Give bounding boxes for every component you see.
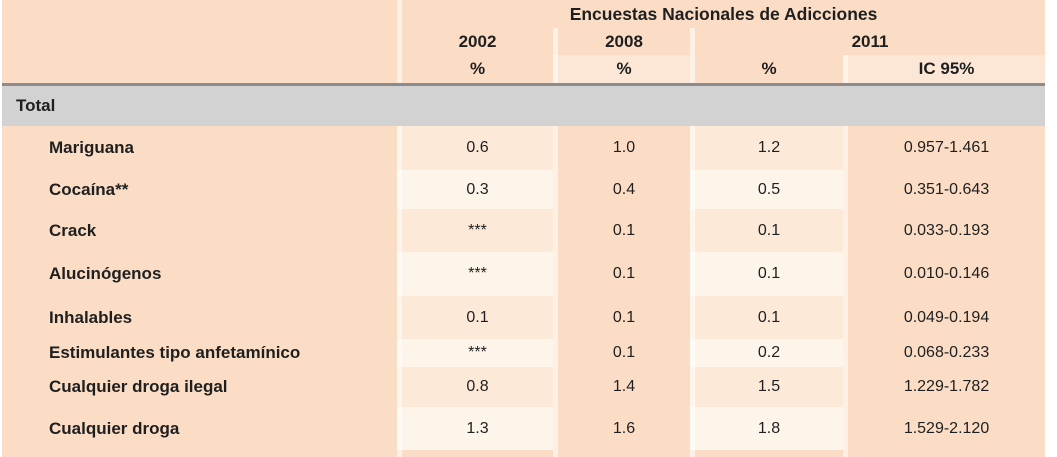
row-label: Estimulantes tipo anfetamínico xyxy=(2,339,397,367)
filler-cell xyxy=(843,450,1046,457)
pct-2008-header: % xyxy=(553,55,690,83)
value-2011: 0.1 xyxy=(690,209,843,252)
table-row: Cocaína** 0.3 0.4 0.5 0.351-0.643 xyxy=(2,170,1046,209)
value-ic95: 0.957-1.461 xyxy=(843,126,1046,170)
row-label: Cualquier droga xyxy=(2,407,397,450)
value-2011: 1.2 xyxy=(690,126,843,170)
value-2008: 1.0 xyxy=(553,126,690,170)
value-2008: 0.4 xyxy=(553,170,690,209)
table-row: Cualquier droga 1.3 1.6 1.8 1.529-2.120 xyxy=(2,407,1046,450)
value-2002: *** xyxy=(397,209,553,252)
row-label: Inhalables xyxy=(2,296,397,339)
section-row-total: Total xyxy=(2,83,1046,126)
value-2002: 0.8 xyxy=(397,367,553,407)
filler-cell xyxy=(553,450,690,457)
value-ic95: 0.010-0.146 xyxy=(843,252,1046,296)
ic95-header: IC 95% xyxy=(843,55,1046,83)
value-ic95: 0.049-0.194 xyxy=(843,296,1046,339)
header-empty-cell xyxy=(2,28,397,55)
value-2008: 0.1 xyxy=(553,339,690,367)
table-row: Estimulantes tipo anfetamínico *** 0.1 0… xyxy=(2,339,1046,367)
filler-cell xyxy=(397,450,553,457)
value-ic95: 0.068-0.233 xyxy=(843,339,1046,367)
table-row: Mariguana 0.6 1.0 1.2 0.957-1.461 xyxy=(2,126,1046,170)
table-row: Crack *** 0.1 0.1 0.033-0.193 xyxy=(2,209,1046,252)
section-label: Total xyxy=(2,83,1046,126)
header-empty-cell xyxy=(2,55,397,83)
year-2008-header: 2008 xyxy=(553,28,690,55)
year-2011-header: 2011 xyxy=(690,28,1046,55)
header-years-row: 2002 2008 2011 xyxy=(2,28,1046,55)
header-title-row: Encuestas Nacionales de Adicciones xyxy=(2,0,1046,28)
value-2008: 0.1 xyxy=(553,296,690,339)
header-empty-cell xyxy=(2,0,397,28)
pct-2002-header: % xyxy=(397,55,553,83)
table-title: Encuestas Nacionales de Adicciones xyxy=(397,0,1046,28)
value-2008: 1.6 xyxy=(553,407,690,450)
value-2011: 0.2 xyxy=(690,339,843,367)
header-measures-row: % % % IC 95% xyxy=(2,55,1046,83)
value-2008: 1.4 xyxy=(553,367,690,407)
value-2002: 0.3 xyxy=(397,170,553,209)
value-2002: *** xyxy=(397,339,553,367)
value-2002: *** xyxy=(397,252,553,296)
filler-cell xyxy=(2,450,397,457)
pct-2011-header: % xyxy=(690,55,843,83)
value-ic95: 1.229-1.782 xyxy=(843,367,1046,407)
value-2011: 0.5 xyxy=(690,170,843,209)
value-2011: 0.1 xyxy=(690,296,843,339)
value-ic95: 0.351-0.643 xyxy=(843,170,1046,209)
year-2002-header: 2002 xyxy=(397,28,553,55)
value-ic95: 1.529-2.120 xyxy=(843,407,1046,450)
row-label: Mariguana xyxy=(2,126,397,170)
value-2002: 0.6 xyxy=(397,126,553,170)
value-2011: 0.1 xyxy=(690,252,843,296)
row-label: Cocaína** xyxy=(2,170,397,209)
value-2008: 0.1 xyxy=(553,252,690,296)
table-row: Inhalables 0.1 0.1 0.1 0.049-0.194 xyxy=(2,296,1046,339)
value-ic95: 0.033-0.193 xyxy=(843,209,1046,252)
filler-cell xyxy=(690,450,843,457)
value-2008: 0.1 xyxy=(553,209,690,252)
value-2002: 1.3 xyxy=(397,407,553,450)
table-row: Cualquier droga ilegal 0.8 1.4 1.5 1.229… xyxy=(2,367,1046,407)
row-label: Crack xyxy=(2,209,397,252)
value-2011: 1.8 xyxy=(690,407,843,450)
table-row: Alucinógenos *** 0.1 0.1 0.010-0.146 xyxy=(2,252,1046,296)
value-2002: 0.1 xyxy=(397,296,553,339)
bottom-filler-row xyxy=(2,450,1046,457)
row-label: Cualquier droga ilegal xyxy=(2,367,397,407)
value-2011: 1.5 xyxy=(690,367,843,407)
row-label: Alucinógenos xyxy=(2,252,397,296)
